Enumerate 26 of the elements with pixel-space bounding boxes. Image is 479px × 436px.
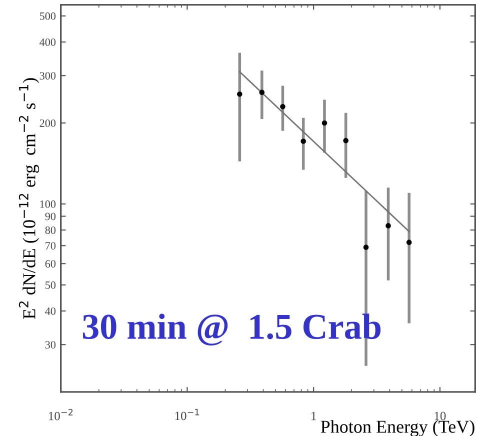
y-tick-label: 50 — [46, 281, 56, 289]
y-tick-label: 500 — [40, 12, 56, 20]
y-tick-label: 30 — [45, 341, 56, 349]
point — [406, 240, 412, 245]
point — [363, 244, 369, 250]
x-tick-label: 10$^{−1}$ — [175, 408, 199, 420]
y-tick-label: 80 — [45, 226, 56, 234]
point — [386, 223, 391, 228]
y-tick-label: 200 — [40, 119, 56, 127]
y-tick-label: 70 — [46, 242, 56, 250]
x-tick-label: 10$^{−2}$ — [48, 408, 73, 420]
y-tick-label: 40 — [45, 307, 56, 315]
y-tick-label: 300 — [40, 72, 56, 80]
point — [236, 91, 242, 97]
point — [259, 90, 265, 95]
y-tick-label: 90 — [45, 212, 56, 220]
point — [322, 120, 328, 126]
text: E$^{2}$ dN/dE (10$^{−12}$ erg cm$^{−2}$ s$^{−1}$) — [18, 78, 40, 319]
point — [343, 138, 348, 144]
x-tick-label: 1 — [312, 412, 316, 420]
point — [280, 104, 286, 110]
y-tick-label: 60 — [45, 260, 56, 268]
x-tick-label: 10 — [434, 412, 446, 420]
point — [300, 138, 306, 144]
y-tick-label: 400 — [40, 38, 56, 46]
y-tick-label: 100 — [40, 200, 56, 208]
